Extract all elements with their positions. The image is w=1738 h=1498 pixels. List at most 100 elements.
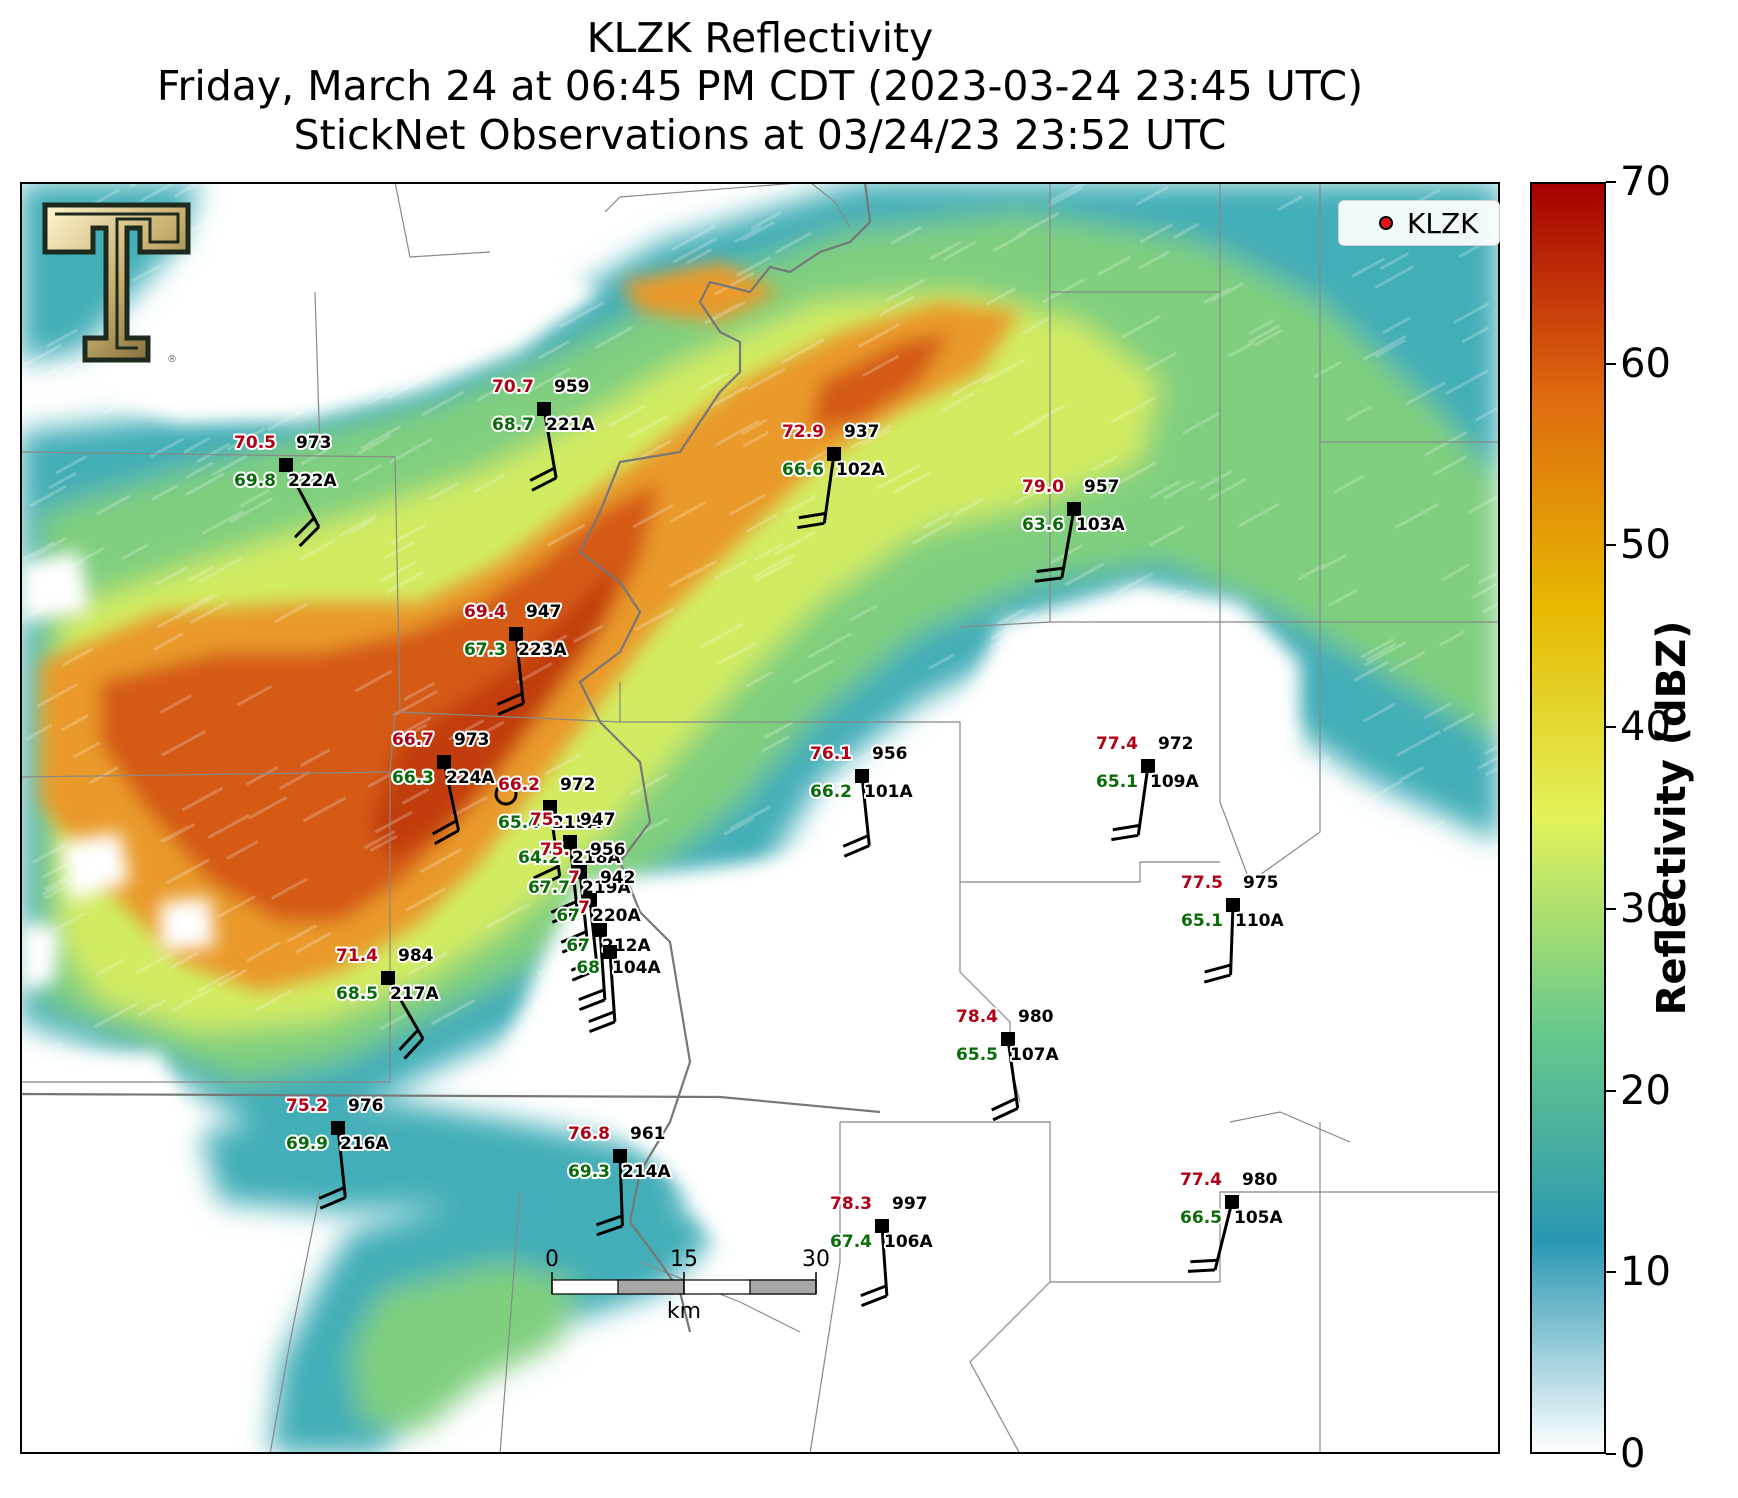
station-dewpoint: 67.4 bbox=[830, 1232, 872, 1252]
radar-streak bbox=[103, 393, 139, 415]
radar-streaks bbox=[20, 182, 1500, 1076]
radar-streak bbox=[508, 191, 536, 209]
station-pressure: 937 bbox=[844, 422, 880, 442]
radar-streak bbox=[1475, 405, 1500, 422]
wind-barb-flag bbox=[561, 940, 588, 954]
station-216A: 75.2 976 69.9 216A bbox=[284, 1094, 391, 1210]
radar-streak bbox=[616, 903, 651, 925]
radar-streak bbox=[1168, 994, 1196, 1011]
radar-streak bbox=[1208, 478, 1247, 501]
radar-streak bbox=[399, 723, 428, 741]
station-pressure: 942 bbox=[600, 868, 636, 888]
wind-barb-flag bbox=[1190, 1258, 1218, 1264]
wind-barb bbox=[529, 408, 558, 492]
radar-streak bbox=[239, 488, 270, 508]
wind-barb-flag bbox=[798, 511, 826, 520]
station-id: 110A bbox=[1235, 911, 1284, 931]
colorbar-tick-mark bbox=[1606, 1271, 1616, 1274]
radar-streak bbox=[1253, 328, 1283, 347]
station-id: 222A bbox=[288, 471, 337, 491]
radar-streak bbox=[427, 481, 460, 501]
radar-streak bbox=[708, 300, 746, 324]
radar-streak bbox=[850, 424, 892, 450]
radar-streak bbox=[636, 965, 674, 989]
radar-streak bbox=[1092, 455, 1119, 472]
station-id: 224A bbox=[446, 768, 495, 788]
wind-barb-flag bbox=[434, 829, 460, 846]
radar-streak bbox=[451, 795, 489, 818]
wind-barb-flag bbox=[860, 1284, 887, 1298]
wind-barb bbox=[318, 1127, 347, 1210]
radar-streak bbox=[629, 773, 668, 797]
radar-streak bbox=[217, 895, 256, 919]
radar-streak bbox=[774, 231, 813, 254]
radar-streak bbox=[369, 834, 398, 853]
wind-barb-flag bbox=[431, 819, 458, 836]
radar-streak bbox=[388, 437, 433, 464]
map-legend: KLZK bbox=[1338, 200, 1500, 246]
radar-streak bbox=[1125, 737, 1162, 760]
radar-streak bbox=[951, 372, 993, 397]
radar-streak bbox=[180, 593, 215, 614]
radar-streak bbox=[1381, 316, 1412, 335]
radar-streak bbox=[942, 240, 977, 262]
radar-streak bbox=[293, 216, 323, 235]
station-224A: 66.7 973 66.3 224A bbox=[390, 728, 497, 846]
radar-streak bbox=[990, 614, 1034, 641]
radar-streak bbox=[1363, 641, 1407, 667]
wind-barb-flag bbox=[1112, 823, 1140, 832]
station-dewpoint: 67 bbox=[566, 936, 590, 956]
radar-streak bbox=[379, 1012, 408, 1031]
radar-streak bbox=[890, 225, 922, 245]
radar-streak bbox=[31, 843, 67, 864]
station-dewpoint: 66.2 bbox=[810, 782, 852, 802]
scale-tick-0: 0 bbox=[545, 1247, 559, 1272]
radar-streak bbox=[1442, 712, 1475, 732]
radar-streak bbox=[773, 530, 816, 556]
wind-barb-flag bbox=[843, 844, 870, 858]
wind-barb-flag bbox=[550, 900, 577, 914]
radar-streak bbox=[24, 361, 69, 388]
wind-barb-shaft bbox=[1060, 508, 1076, 579]
station-dewpoint: 67 bbox=[556, 906, 580, 926]
radar-streak bbox=[183, 436, 211, 454]
radar-streak bbox=[1157, 764, 1186, 782]
radar-streak bbox=[214, 321, 257, 347]
wind-barb-flag bbox=[991, 1097, 1017, 1112]
radar-streak bbox=[1452, 969, 1483, 988]
radar-streak bbox=[532, 1038, 575, 1063]
station-id: 101A bbox=[864, 782, 913, 802]
radar-streak bbox=[676, 953, 717, 978]
radar-streak bbox=[1394, 502, 1439, 529]
radar-streak bbox=[1401, 819, 1447, 846]
station-temperature: 70.7 bbox=[492, 377, 534, 397]
radar-streak bbox=[1213, 855, 1244, 875]
station-marker bbox=[613, 1149, 627, 1163]
radar-streak bbox=[1016, 211, 1060, 238]
radar-streak bbox=[1021, 317, 1051, 336]
sticknet-stations: 70.7 959 68.7 221A 70.5 973 69.8 222A 72.9 937 66.… bbox=[232, 375, 1286, 1308]
radar-streak bbox=[741, 418, 768, 435]
radar-streak bbox=[1023, 404, 1066, 430]
radar-streak bbox=[46, 328, 78, 348]
station-marker bbox=[437, 755, 451, 769]
station-dewpoint: 69.3 bbox=[568, 1162, 610, 1182]
station-107A: 78.4 980 65.5 107A bbox=[954, 1005, 1061, 1122]
radar-streak bbox=[137, 998, 168, 1017]
radar-streak bbox=[745, 670, 773, 689]
station-marker bbox=[543, 800, 557, 814]
station-dewpoint: 66.3 bbox=[392, 768, 434, 788]
radar-streak bbox=[153, 632, 184, 651]
radar-streak bbox=[366, 385, 400, 406]
station-marker bbox=[855, 769, 869, 783]
radar-streak bbox=[1004, 801, 1031, 818]
colorbar-tick-label: 40 bbox=[1620, 704, 1671, 751]
scale-tick-30: 30 bbox=[802, 1247, 830, 1272]
station-id: 215A bbox=[552, 813, 601, 833]
radar-streak bbox=[1109, 599, 1154, 627]
radar-streak bbox=[742, 431, 770, 448]
radar-streak bbox=[726, 899, 764, 922]
station-dewpoint: 67.7 bbox=[528, 878, 570, 898]
radar-streak bbox=[397, 716, 432, 738]
station-marker bbox=[1141, 759, 1155, 773]
